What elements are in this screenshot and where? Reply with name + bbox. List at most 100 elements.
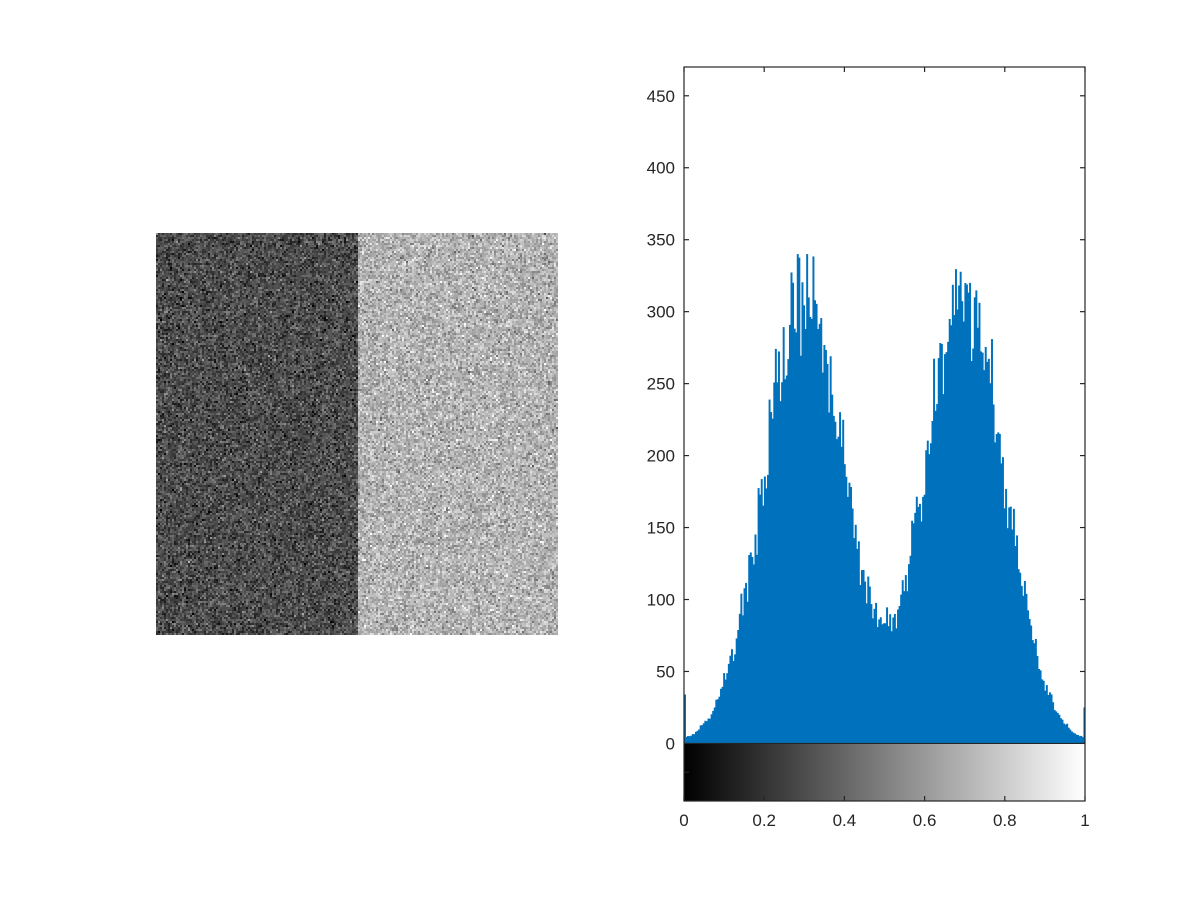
histogram-bar: [901, 580, 904, 744]
histogram-bar: [837, 436, 840, 744]
histogram-bar: [994, 442, 997, 744]
histogram-bar: [694, 731, 697, 744]
axis-tick-labels: 0 50 100 150 200 250 300 350 400 450 0 0.2 0.4 0.6 0.8…: [647, 87, 1090, 830]
histogram-bar: [998, 433, 1001, 744]
histogram-bar: [820, 318, 823, 744]
histogram-bar: [732, 661, 735, 744]
histogram-bar: [934, 410, 937, 744]
histogram-bar: [1072, 732, 1075, 744]
histogram-bar: [746, 601, 749, 744]
histogram-bar: [889, 614, 892, 744]
histogram-bar: [871, 618, 874, 744]
histogram-bar: [854, 524, 857, 744]
histogram-bar: [762, 505, 765, 744]
histogram-bar: [903, 591, 906, 744]
histogram-bar: [735, 638, 738, 744]
histogram-bar: [785, 375, 788, 744]
histogram-bar: [944, 354, 946, 744]
histogram-bar: [1038, 669, 1040, 744]
histogram-bar: [967, 292, 970, 744]
histogram-bar: [1014, 546, 1017, 744]
histogram-bar: [984, 346, 987, 744]
histogram-bar: [917, 506, 920, 744]
histogram-bar: [882, 623, 885, 744]
histogram-bar: [978, 302, 981, 744]
histogram-bar: [793, 328, 796, 744]
histogram-bar: [909, 555, 912, 744]
histogram-bar: [716, 699, 719, 744]
y-tick-label: 100: [647, 591, 675, 610]
histogram-bar: [846, 496, 849, 744]
colorbar: [684, 743, 1085, 801]
histogram-bar: [843, 464, 846, 744]
histogram-bar: [704, 720, 707, 744]
y-tick-label: 150: [647, 519, 675, 538]
histogram-bar: [1001, 457, 1004, 744]
histogram-bar: [912, 523, 915, 744]
histogram-bar: [857, 541, 860, 744]
histogram-bar: [1039, 670, 1042, 744]
histogram-bar: [745, 582, 748, 744]
histogram-bar: [1034, 638, 1037, 744]
histogram-bar: [969, 282, 972, 744]
histogram-bar: [1042, 680, 1045, 744]
histogram-bar: [796, 254, 799, 744]
histogram-bar: [870, 604, 873, 744]
histogram-bar: [699, 725, 702, 744]
histogram-bar: [954, 269, 957, 744]
histogram-bar: [1019, 572, 1022, 744]
histogram-bar: [693, 734, 696, 744]
histogram-bar: [970, 361, 973, 744]
histogram-bar: [873, 608, 876, 744]
histogram-bar: [810, 318, 813, 744]
histogram-bar: [1069, 729, 1072, 744]
histogram-bar: [759, 494, 762, 744]
histogram-bar: [1008, 507, 1011, 744]
x-tick-label: 0: [679, 811, 688, 830]
histogram-bar: [705, 721, 708, 744]
histogram-bar: [1003, 508, 1006, 744]
histogram-bar: [962, 321, 965, 744]
histogram-bar: [826, 363, 829, 744]
histogram-bar: [1074, 733, 1077, 744]
histogram-bar: [911, 520, 914, 744]
histogram-bar: [801, 282, 804, 744]
histogram-bar: [748, 555, 751, 744]
noise-image: [156, 233, 558, 635]
histogram-bar: [992, 404, 995, 744]
histogram-bar: [920, 521, 923, 744]
histogram-bar: [922, 496, 925, 744]
histogram-bar: [947, 341, 950, 744]
histogram-bar: [868, 586, 871, 744]
histogram-bar: [1011, 529, 1014, 744]
histogram-bar: [876, 627, 879, 744]
histogram-bar: [842, 419, 845, 744]
histogram-bar: [734, 654, 737, 744]
histogram-bar: [972, 348, 975, 744]
histogram-bar: [741, 615, 744, 744]
histogram-bar: [1000, 463, 1003, 744]
histogram-bar: [709, 718, 712, 744]
histogram-bar: [897, 609, 899, 744]
histogram-bar: [1075, 734, 1078, 744]
histogram-bar: [986, 361, 989, 744]
histogram-bar: [698, 729, 701, 744]
histogram-bar: [777, 351, 780, 744]
histogram-bar: [1067, 727, 1070, 744]
histogram-bar: [964, 283, 967, 744]
histogram-bar: [774, 348, 777, 744]
histogram-bar: [853, 538, 856, 744]
histogram-bar: [875, 602, 878, 744]
histogram-bar: [991, 339, 993, 744]
histogram-bar: [1030, 625, 1033, 744]
y-tick-label: 0: [666, 734, 675, 753]
histogram-bar: [1047, 694, 1050, 744]
histogram-bar: [1055, 711, 1058, 744]
histogram-bar: [799, 355, 802, 744]
histogram-bar: [975, 290, 978, 744]
histogram-bar: [995, 434, 998, 744]
histogram-bar: [688, 736, 691, 744]
histogram-bar: [807, 297, 810, 744]
histogram-bar: [829, 356, 832, 744]
histogram-bar: [727, 663, 730, 744]
